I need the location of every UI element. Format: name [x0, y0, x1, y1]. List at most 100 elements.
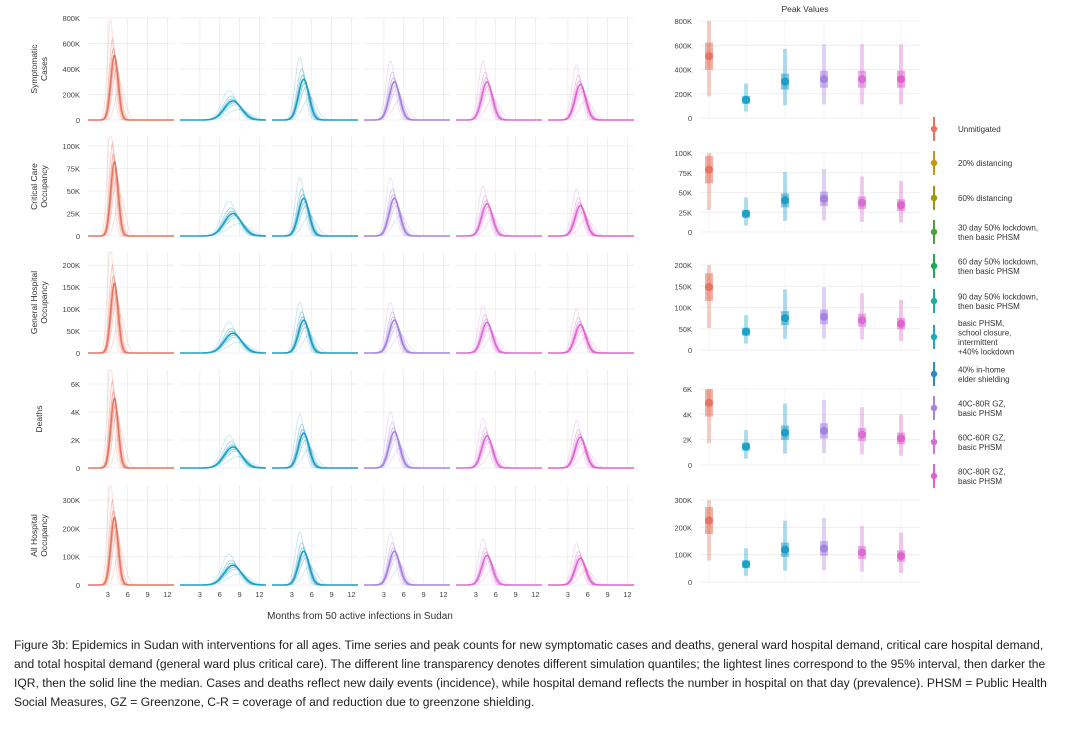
x-tick-label: 3 [198, 590, 202, 599]
peak-y-tick-label: 50K [679, 189, 692, 198]
legend-key-dot [930, 404, 938, 412]
series-line-quantile [88, 175, 174, 237]
series-line-quantile [456, 77, 542, 121]
y-tick-label: 400K [62, 65, 80, 74]
series-line-median [456, 80, 542, 121]
figure-caption: Figure 3b: Epidemics in Sudan with inter… [14, 638, 1047, 709]
peak-point [781, 545, 789, 554]
y-tick-label: 0 [76, 232, 80, 241]
series-line-median [180, 332, 266, 354]
peak-point [820, 312, 828, 321]
peak-point [781, 314, 789, 323]
series-line-median [88, 397, 174, 469]
peak-point [858, 430, 866, 439]
legend-key-dot [930, 370, 938, 378]
series-line-quantile [88, 83, 174, 121]
peak-panel-title: Peak Values [781, 4, 828, 14]
peak-point [897, 75, 905, 84]
peak-point [742, 327, 750, 336]
series-line-quantile [88, 194, 174, 237]
peak-point [897, 434, 905, 443]
series-line-median [456, 321, 542, 354]
series-line-quantile [456, 557, 542, 586]
legend-label: 40C-80R GZ, [958, 399, 1006, 408]
x-tick-label: 12 [255, 590, 263, 599]
peak-point [897, 201, 905, 210]
peak-point [705, 516, 713, 525]
series-line-median [180, 100, 266, 121]
series-line-quantile [88, 274, 174, 354]
series-line-quantile [88, 140, 174, 237]
series-line-median [364, 319, 450, 354]
series-line-median [548, 204, 634, 237]
peak-point [705, 398, 713, 407]
y-tick-label: 300K [62, 496, 80, 505]
x-tick-label: 6 [310, 590, 314, 599]
legend-label: basic PHSM, [958, 319, 1004, 328]
legend-label: 60C-60R GZ, [958, 433, 1006, 442]
series-line-quantile [456, 199, 542, 237]
peak-y-tick-label: 2K [683, 436, 692, 445]
series-line-median [456, 202, 542, 237]
peak-point [858, 75, 866, 84]
series-line-quantile [88, 498, 174, 586]
legend-label: 60% distancing [958, 194, 1012, 203]
series-line-median [180, 446, 266, 469]
row-label-general: General Hospital [29, 271, 39, 334]
peak-point [705, 52, 713, 61]
legend-key-dot [930, 262, 938, 270]
row-label-critical: Critical Care [29, 163, 39, 210]
peak-y-tick-label: 150K [674, 282, 692, 291]
series-line-quantile [88, 523, 174, 586]
x-axis-title: Months from 50 active infections in Suda… [267, 611, 453, 622]
series-line-median [272, 432, 358, 469]
series-line-quantile [456, 318, 542, 354]
series-line-quantile [88, 404, 174, 469]
y-tick-label: 50K [67, 327, 80, 336]
legend-label: 30 day 50% lockdown, [958, 223, 1038, 232]
series-line-quantile [364, 301, 450, 354]
series-line-median [180, 564, 266, 586]
x-tick-label: 12 [347, 590, 355, 599]
legend-key-dot [930, 297, 938, 305]
peak-y-tick-label: 200K [674, 523, 692, 532]
series-line-quantile [88, 509, 174, 586]
series-line-quantile [364, 553, 450, 586]
y-tick-label: 200K [62, 261, 80, 270]
x-tick-label: 6 [218, 590, 222, 599]
x-tick-label: 9 [145, 590, 149, 599]
peak-y-tick-label: 200K [674, 90, 692, 99]
legend-label: intermittent [958, 338, 998, 347]
x-tick-label: 9 [329, 590, 333, 599]
peak-y-tick-label: 800K [674, 17, 692, 26]
y-tick-label: 150K [62, 283, 80, 292]
series-line-quantile [88, 295, 174, 354]
legend-label: then basic PHSM [958, 267, 1020, 276]
peak-y-tick-label: 0 [688, 461, 692, 470]
series-line-quantile [88, 251, 174, 354]
series-line-quantile [88, 19, 174, 121]
peak-y-tick-label: 600K [674, 41, 692, 50]
legend-label: 20% distancing [958, 159, 1012, 168]
peak-point [820, 544, 828, 553]
legend-label: basic PHSM [958, 477, 1002, 486]
x-tick-label: 9 [513, 590, 517, 599]
peak-y-tick-label: 25K [679, 208, 692, 217]
peak-y-tick-label: 75K [679, 169, 692, 178]
peak-point [781, 428, 789, 437]
legend-key-dot [930, 333, 938, 341]
legend-label: school closure, [958, 328, 1011, 337]
series-line-quantile [456, 324, 542, 354]
series-line-median [364, 80, 450, 121]
peak-point [897, 552, 905, 561]
row-label-critical: Occupancy [39, 164, 49, 207]
series-line-quantile [88, 67, 174, 121]
series-line-quantile [456, 551, 542, 586]
peak-point [705, 165, 713, 174]
peak-point [781, 77, 789, 86]
peak-y-tick-label: 0 [688, 578, 692, 587]
series-line-quantile [364, 85, 450, 121]
series-line-median [180, 212, 266, 237]
y-tick-label: 0 [76, 116, 80, 125]
